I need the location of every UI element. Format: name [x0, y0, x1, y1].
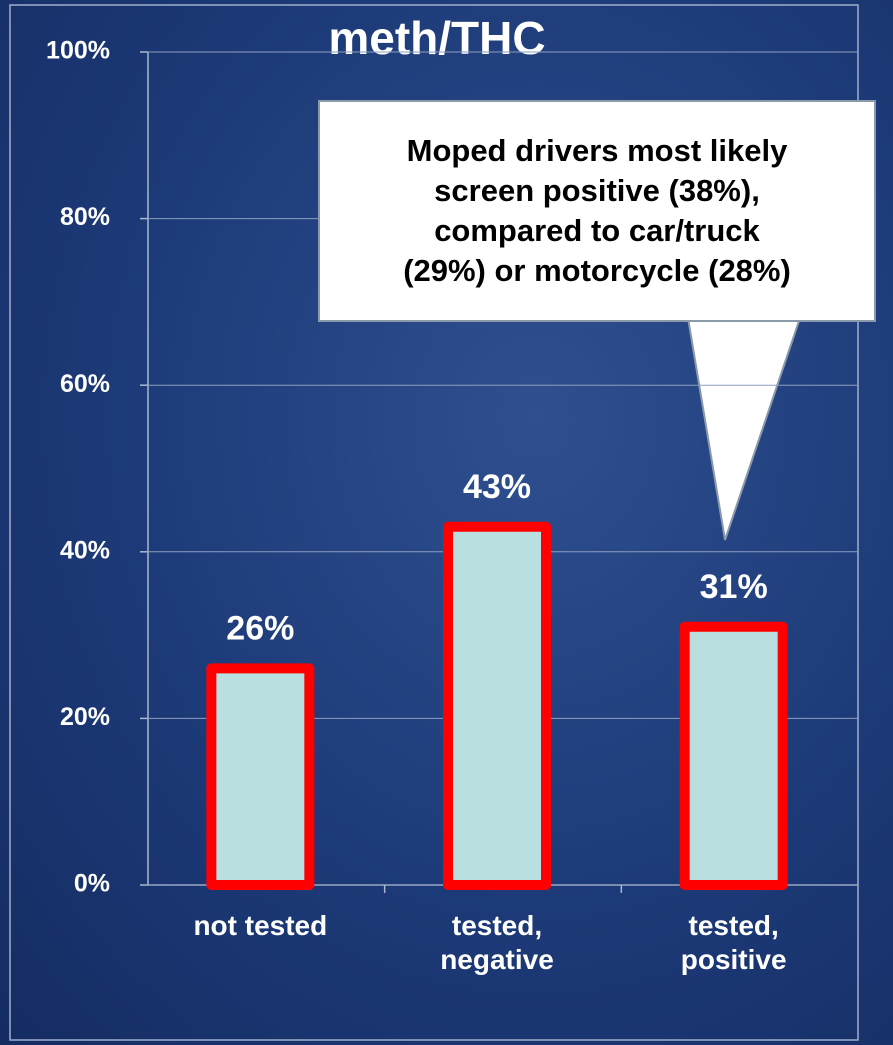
- y-tick-label: 40%: [60, 536, 110, 564]
- data-label: 43%: [463, 468, 531, 506]
- x-tick-label: not tested: [193, 910, 328, 941]
- bar: [443, 521, 551, 890]
- y-tick-label: 60%: [60, 370, 110, 398]
- x-tick-label: tested, negative: [440, 910, 554, 975]
- callout-pointer: [686, 317, 802, 541]
- chart-title: meth/THC: [328, 12, 545, 64]
- bar: [206, 663, 315, 890]
- y-tick-label: 20%: [60, 703, 110, 731]
- bar: [679, 621, 788, 891]
- x-tick-label: tested, positive: [680, 910, 787, 975]
- annotation: Moped drivers most likely screen positiv…: [318, 100, 876, 322]
- data-label: 31%: [700, 568, 768, 606]
- y-tick-label: 80%: [60, 203, 110, 231]
- data-label: 26%: [226, 609, 294, 647]
- frame: [9, 4, 859, 1041]
- y-tick-label: 0%: [74, 870, 110, 898]
- y-tick-label: 100%: [46, 37, 110, 65]
